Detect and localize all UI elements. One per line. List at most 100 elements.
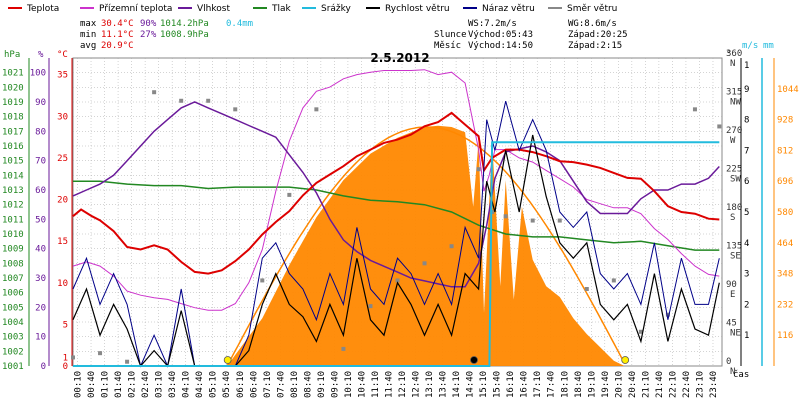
y-tick-degc: 35 <box>57 71 68 81</box>
y-tick-degc: 1 <box>63 354 68 364</box>
y-tick-ms: 9 <box>744 85 749 95</box>
x-tick-label: 19:10 <box>587 371 597 398</box>
x-tick-label: 12:10 <box>398 371 408 398</box>
series-pressure-line <box>73 180 720 251</box>
stat-max-label: max <box>80 19 97 29</box>
sun-label: Slunce <box>434 30 467 40</box>
y-tick-ms: 6 <box>744 177 749 187</box>
wind-dir-point <box>692 107 697 112</box>
x-tick-label: 02:10 <box>128 371 138 398</box>
y-tick-hpa: 1017 <box>2 127 24 137</box>
x-tick-label: 21:10 <box>641 371 651 398</box>
sunrise-marker <box>223 356 232 364</box>
y-tick-dir: N <box>730 367 735 377</box>
x-tick-label: 16:10 <box>506 371 516 398</box>
x-tick-label: 20:40 <box>628 371 638 398</box>
unit-ms: m/s <box>742 41 758 51</box>
y-tick-hpa: 1018 <box>2 113 24 123</box>
y-tick-ms: 2 <box>744 300 749 310</box>
x-tick-label: 11:40 <box>384 371 394 398</box>
legend-label-hum: Vlhkost <box>197 4 230 14</box>
y-tick-hpa: 1019 <box>2 98 24 108</box>
legend-label-feels: Přízemní teplota <box>99 4 172 14</box>
y-tick-deg: 315 <box>726 88 742 98</box>
moonrise-marker <box>470 356 478 364</box>
wind-dir-point <box>152 90 157 95</box>
y-tick-hpa: 1010 <box>2 230 24 240</box>
series-rain-line <box>73 141 720 367</box>
x-tick-label: 04:40 <box>195 371 205 398</box>
y-tick-deg: 0 <box>726 357 731 367</box>
series-gust-line <box>72 100 720 368</box>
x-tick-label: 03:40 <box>168 371 178 398</box>
legend-label-dir: Směr větru <box>567 4 617 14</box>
y-tick-ms: 5 <box>744 208 749 218</box>
x-tick-label: 09:10 <box>317 371 327 398</box>
y-tick-hpa: 1002 <box>2 347 24 357</box>
y-tick-wm: 928 <box>777 116 793 126</box>
x-tick-label: 11:10 <box>371 371 381 398</box>
series-ground-temp-line <box>72 69 720 311</box>
y-tick-degc: 30 <box>57 112 68 122</box>
stat-avg-temp: 20.9°C <box>101 41 134 51</box>
y-tick-hpa: 1001 <box>2 362 24 372</box>
y-tick-ms: 1 <box>744 61 749 71</box>
y-tick-pct: 30 <box>35 274 46 284</box>
y-tick-dir: N <box>730 59 735 69</box>
unit-deg: ° <box>726 50 731 60</box>
y-tick-deg: 180 <box>726 203 742 213</box>
y-tick-hpa: 1003 <box>2 333 24 343</box>
y-tick-pct: 20 <box>35 303 46 313</box>
legend-label-temp: Teplota <box>26 4 59 14</box>
x-tick-label: 03:10 <box>155 371 165 398</box>
wind-dir-point <box>233 107 238 112</box>
y-tick-wm: 232 <box>777 300 793 310</box>
legend-label-rain: Srážky <box>321 4 352 14</box>
plot-area: 00:10 00:40 01:10 01:40 02:10 02:40 03:10 03:40… <box>2 49 799 398</box>
x-tick-label: 01:10 <box>101 371 111 398</box>
x-tick-label: 09:40 <box>330 371 340 398</box>
x-tick-label: 08:40 <box>303 371 313 398</box>
unit-mm: mm <box>763 41 774 51</box>
axis-unit-headers: hPa % °C ° m/s mm <box>4 41 774 60</box>
sun-set: Západ:20:25 <box>568 30 628 40</box>
x-tick-label: 15:40 <box>493 371 503 398</box>
y-tick-degc: 15 <box>57 237 68 247</box>
y-tick-dir: NE <box>730 329 741 339</box>
y-tick-deg: 225 <box>726 165 742 175</box>
wind-dir-point <box>71 355 75 360</box>
unit-pct: % <box>38 50 44 60</box>
y-tick-dir: S <box>730 213 735 223</box>
x-tick-label: 10:40 <box>357 371 367 398</box>
wind-dir-point <box>287 192 292 197</box>
x-tick-label: 08:10 <box>290 371 300 398</box>
series-temperature-line <box>72 111 720 275</box>
x-tick-label: 18:10 <box>560 371 570 398</box>
y-tick-hpa: 1016 <box>2 142 24 152</box>
y-tick-hpa: 1009 <box>2 245 24 255</box>
x-tick-label: 20:10 <box>614 371 624 398</box>
x-tick-label: 22:10 <box>668 371 678 398</box>
x-tick-label: 12:40 <box>412 371 422 398</box>
y-tick-hpa: 1011 <box>2 215 24 225</box>
x-tick-label: 15:10 <box>479 371 489 398</box>
stats-block: max 30.4°C 90% 1014.2hPa 0.4mm min 11.1°… <box>80 19 253 51</box>
y-tick-hpa: 1012 <box>2 201 24 211</box>
wind-dir-point <box>530 218 535 223</box>
series-solar-area <box>227 125 625 366</box>
y-tick-hpa: 1008 <box>2 259 24 269</box>
wind-dir-point <box>449 244 454 249</box>
y-tick-deg: 90 <box>726 280 737 290</box>
y-tick-hpa: 1015 <box>2 157 24 167</box>
y-tick-wm: 580 <box>777 208 793 218</box>
y-tick-wm: 1044 <box>777 85 799 95</box>
y-tick-dir: E <box>730 290 735 300</box>
y-tick-pct: 40 <box>35 245 46 255</box>
x-tick-label: 02:40 <box>141 371 151 398</box>
x-tick-label: 23:40 <box>709 371 719 398</box>
x-tick-label: 05:40 <box>222 371 232 398</box>
x-tick-label: 19:40 <box>601 371 611 398</box>
y-tick-hpa: 1021 <box>2 69 24 79</box>
legend: Teplota Přízemní teplota Vlhkost Tlak Sr… <box>8 4 617 14</box>
